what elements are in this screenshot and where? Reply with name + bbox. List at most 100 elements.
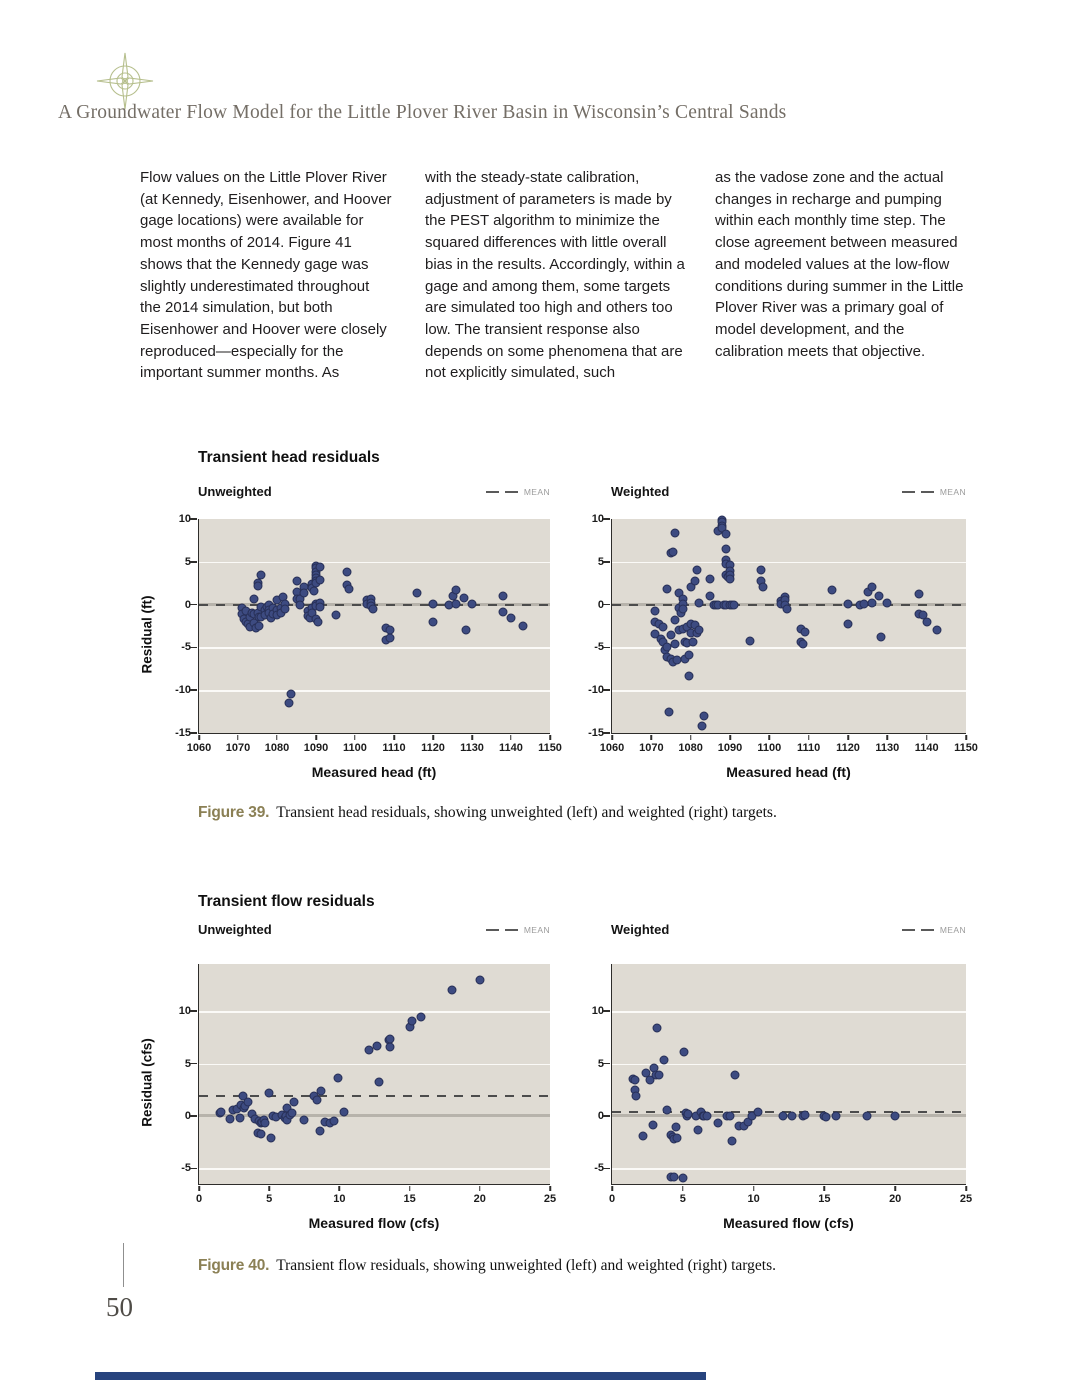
- data-point: [648, 1120, 658, 1130]
- dashed-line-icon: [920, 490, 934, 493]
- gridline: [199, 1063, 550, 1066]
- y-tick-mark: [190, 689, 197, 691]
- mean-legend: MEAN: [480, 925, 550, 935]
- data-point: [264, 1088, 274, 1098]
- data-point: [782, 604, 792, 614]
- plot-area: 10 5 0 -5 0 5 10 15 20 25: [179, 964, 556, 1205]
- x-tick-label: 1070: [225, 742, 251, 754]
- data-point: [800, 627, 810, 637]
- compass-rose-icon: [96, 52, 154, 110]
- x-tick-label: 25: [543, 1193, 557, 1205]
- data-point: [315, 562, 325, 572]
- dashed-line-icon: [901, 928, 915, 931]
- data-point: [249, 594, 259, 604]
- data-point: [692, 565, 702, 575]
- data-point: [862, 1111, 872, 1121]
- data-point: [662, 1105, 672, 1115]
- data-point: [467, 599, 477, 609]
- data-point: [831, 1111, 841, 1121]
- gridline: [199, 647, 550, 649]
- gridline: [612, 1063, 966, 1066]
- data-point: [333, 1073, 343, 1083]
- y-tick-label: 10: [178, 513, 191, 525]
- y-tick-label: 5: [597, 555, 604, 568]
- data-point: [758, 582, 768, 592]
- data-point: [254, 621, 264, 631]
- legend-label: MEAN: [523, 486, 550, 497]
- x-tick-label: 20: [473, 1193, 486, 1205]
- data-point: [428, 599, 438, 609]
- data-point: [702, 1111, 712, 1121]
- data-point: [260, 1118, 270, 1128]
- data-point: [451, 585, 461, 595]
- x-tick-label: 10: [747, 1193, 760, 1205]
- data-point: [280, 604, 290, 614]
- y-tick-label: -10: [588, 684, 604, 697]
- x-tick-mark: [276, 734, 278, 740]
- data-point: [638, 1131, 648, 1141]
- x-tick-mark: [432, 734, 434, 740]
- gridline: [199, 1011, 550, 1013]
- x-tick-mark: [768, 734, 771, 740]
- y-tick-label: -5: [181, 641, 191, 654]
- data-point: [299, 1115, 309, 1125]
- left-margin-rule: [123, 1243, 124, 1287]
- data-point: [730, 1070, 740, 1080]
- x-tick-mark: [198, 1185, 200, 1191]
- x-tick-label: 1120: [421, 742, 445, 754]
- data-point: [385, 633, 395, 643]
- y-tick-label: 5: [184, 1057, 191, 1070]
- plot-area: 10 5 0 -5 -10 -15 1060 1070 1080 1090 1100 1110 1120…: [175, 513, 562, 754]
- data-point: [684, 650, 694, 660]
- x-axis-title: Measured flow (cfs): [308, 1215, 440, 1231]
- body-text: Flow values on the Little Plover River (…: [140, 152, 976, 399]
- data-point: [518, 621, 528, 631]
- x-tick-mark: [408, 1185, 411, 1191]
- plot-area: 10 5 0 -5 -10 -15 1060 1070 1080 1090 1100 1110 1120…: [588, 513, 978, 754]
- dashed-line-icon: [504, 928, 518, 931]
- data-point: [756, 565, 766, 575]
- figure-40-title: Transient flow residuals: [198, 893, 375, 910]
- data-point: [800, 1110, 810, 1120]
- x-tick-label: 1070: [639, 742, 664, 754]
- x-tick-label: 1090: [717, 742, 743, 754]
- x-tick-mark: [549, 1185, 551, 1191]
- data-point: [416, 1012, 426, 1022]
- data-point: [339, 1107, 349, 1117]
- y-tick-mark: [603, 646, 610, 649]
- data-point: [315, 575, 325, 585]
- data-point: [890, 1111, 900, 1121]
- figure-40: Transient flow residuals Unweighted MEAN…: [140, 884, 973, 1275]
- x-tick-label: 1140: [499, 742, 523, 754]
- x-tick-label: 1120: [836, 742, 860, 754]
- figure-40-caption-label: Figure 40.: [198, 1257, 270, 1274]
- data-point: [385, 1042, 395, 1052]
- y-tick-label: 10: [591, 1005, 604, 1018]
- y-tick-label: 0: [597, 1109, 604, 1122]
- data-point: [867, 598, 877, 608]
- x-tick-mark: [471, 734, 473, 740]
- x-tick-label: 1150: [538, 742, 562, 754]
- x-tick-label: 0: [195, 1193, 203, 1205]
- dashed-line-icon: [485, 928, 499, 931]
- x-tick-mark: [198, 734, 200, 740]
- mean-legend: MEAN: [896, 487, 966, 497]
- x-tick-label: 1080: [678, 742, 703, 754]
- y-tick-label: 0: [184, 598, 191, 611]
- y-tick-mark: [603, 1010, 610, 1012]
- y-tick-mark: [603, 561, 610, 563]
- data-point: [498, 607, 508, 617]
- y-tick-label: 0: [184, 1109, 191, 1122]
- panel-label: Weighted: [611, 922, 670, 937]
- data-point: [284, 698, 294, 708]
- data-point: [630, 1075, 640, 1085]
- data-point: [407, 1016, 417, 1026]
- data-point: [798, 639, 808, 649]
- data-point: [725, 1111, 735, 1121]
- y-tick-label: -5: [594, 1162, 604, 1175]
- data-point: [705, 574, 715, 584]
- gridline: [199, 1168, 550, 1170]
- gridline: [612, 690, 966, 692]
- data-point: [461, 625, 471, 635]
- x-tick-mark: [237, 734, 239, 740]
